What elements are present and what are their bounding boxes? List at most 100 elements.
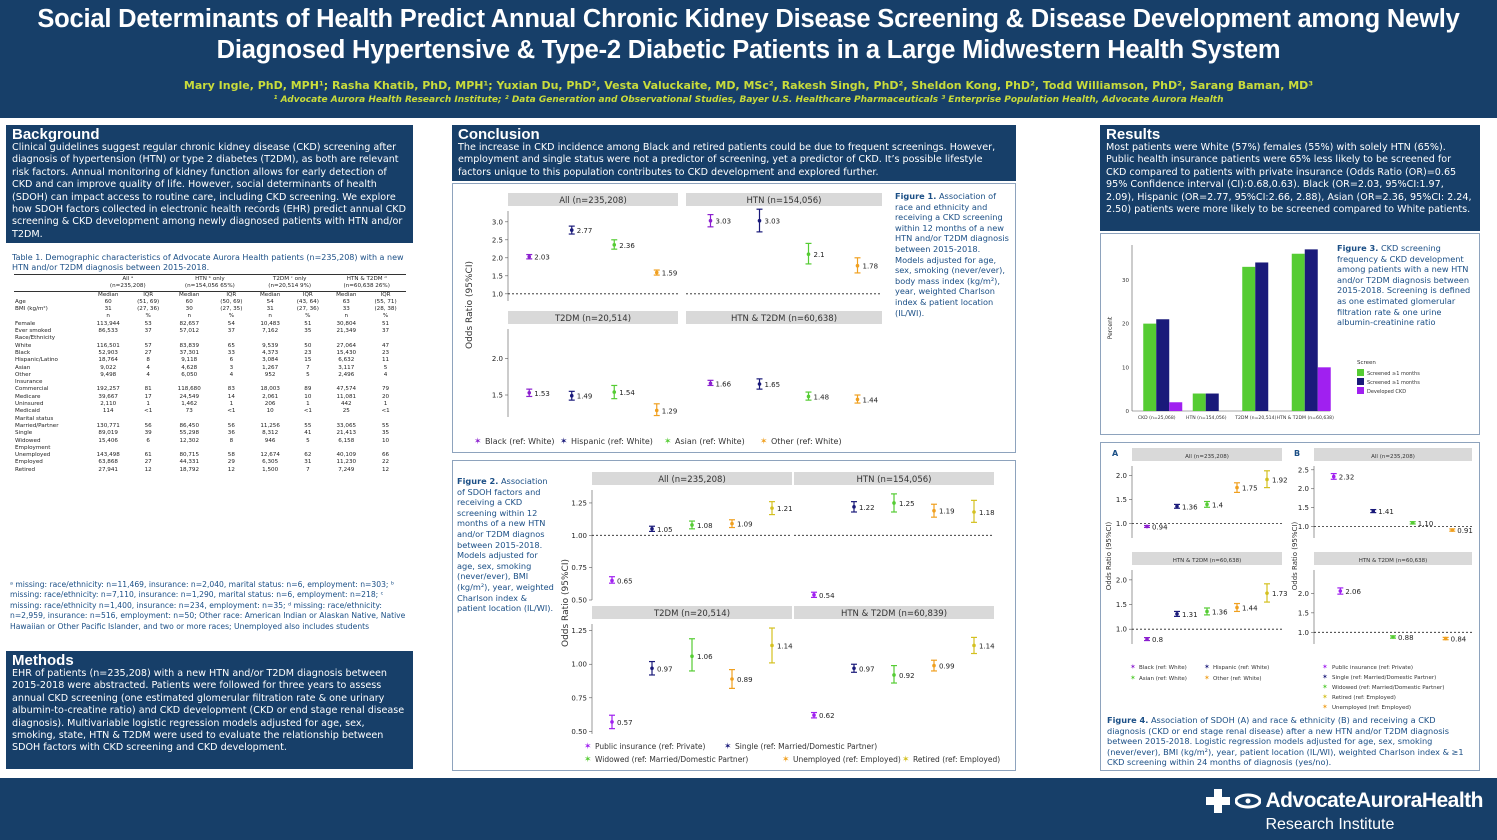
point-label: 1.78 — [863, 263, 879, 271]
point-marker — [569, 393, 574, 398]
table-cell: 52,903 — [98, 349, 118, 356]
legend-marker: ✶ — [1130, 674, 1136, 682]
data-point-asian: 1.36 — [1204, 607, 1228, 616]
y-tick-label: 1.5 — [492, 392, 503, 400]
table-row: Employed 63,868 27 44,331 29 6,305 31 11,230 22 — [14, 459, 406, 466]
point-label: 1.22 — [859, 504, 875, 512]
table-cell: 57 — [144, 342, 152, 349]
legend-marker: ✶ — [1322, 673, 1328, 681]
point-label: 1.44 — [863, 396, 879, 404]
table-cell: 8 — [229, 437, 234, 444]
table-cell: Employed — [15, 459, 43, 466]
table-cell: 9,498 — [100, 371, 117, 378]
table-cell: 15,430 — [336, 349, 357, 356]
point-label: 0.54 — [819, 592, 835, 600]
table-cell: 116,501 — [96, 342, 120, 349]
table-cell: 192,257 — [96, 386, 120, 393]
table-cell: 4 — [146, 364, 150, 371]
table-cell — [211, 445, 252, 452]
data-point-public: 0.57 — [609, 714, 633, 730]
data-point-black: 0.8 — [1144, 636, 1163, 644]
table-cell: 37 — [382, 328, 390, 335]
table-cell: (27, 36) — [137, 306, 160, 313]
table-row: Age 60 (51, 69) 60 (50, 69) 54 (43, 64) 63 (55, … — [14, 299, 406, 306]
table-cell: 3,084 — [262, 357, 279, 364]
legend-item: Black (ref: White) — [485, 437, 555, 446]
point-marker — [892, 501, 896, 505]
table-cell: 2,110 — [100, 401, 117, 408]
table-cell: 952 — [264, 371, 276, 378]
point-label: 0.97 — [859, 665, 875, 673]
data-point-unemployed: 0.91 — [1449, 527, 1473, 535]
table-cell: 51 — [304, 320, 312, 327]
point-marker — [1443, 636, 1448, 641]
table-cell — [129, 445, 168, 452]
figure3-caption-text: CKD screening frequency & CKD developmen… — [1337, 243, 1471, 328]
table-cell: 27 — [144, 459, 152, 466]
table-cell: 6,632 — [338, 357, 355, 364]
y-tick-label: 1.5 — [1298, 609, 1309, 617]
table-cell: % — [382, 313, 389, 320]
table-cell: Asian — [15, 364, 31, 371]
bar — [1317, 367, 1331, 411]
table-cell — [327, 445, 365, 452]
table-cell — [129, 416, 168, 423]
point-marker — [612, 243, 617, 247]
y-tick-label: 1.00 — [571, 532, 587, 540]
table-cell: 29 — [227, 459, 235, 466]
data-point-black: 1.53 — [526, 388, 550, 398]
table-cell: 18,003 — [260, 386, 280, 393]
table-cell: (43, 64) — [296, 298, 319, 305]
data-point-retired: 1.14 — [769, 627, 793, 664]
table-cell: 27,064 — [336, 342, 357, 349]
table-cell: <1 — [303, 408, 312, 415]
legend-marker: ✶ — [724, 742, 732, 752]
data-point-widowed: 1.06 — [689, 638, 713, 672]
table-cell: 21,349 — [336, 328, 357, 335]
table-cell: n — [344, 313, 349, 320]
point-marker — [757, 218, 762, 223]
table-cell: 113,944 — [96, 320, 120, 327]
data-point-black: 3.03 — [707, 214, 731, 228]
point-label: 1.10 — [1418, 520, 1434, 528]
table-group-header: All ᵃ — [122, 276, 134, 282]
y-tick-label: 3.0 — [492, 218, 503, 226]
table-cell: 6,158 — [338, 437, 355, 444]
figure4-caption-label: Figure 4. — [1107, 715, 1149, 725]
table-cell: Insurance — [15, 379, 43, 386]
table-cell: 4,373 — [262, 349, 279, 356]
point-marker — [892, 673, 896, 677]
table-cell — [168, 335, 211, 342]
table-group-header: T2DM ᶜ only — [272, 276, 307, 282]
legend-item: Hispanic (ref: White) — [571, 437, 653, 446]
legend-swatch — [1357, 369, 1364, 376]
y-tick-label: 1.0 — [1116, 626, 1127, 634]
table1-title: Table 1. Demographic characteristics of … — [12, 253, 404, 272]
point-marker — [972, 510, 976, 514]
legend-marker: ✶ — [902, 755, 910, 765]
data-point-unemployed: 1.09 — [729, 519, 753, 529]
table-cell: 89,019 — [98, 430, 118, 437]
conclusion-heading: Conclusion — [458, 126, 540, 143]
table-cell: Median — [336, 291, 357, 298]
table-cell: 2,496 — [338, 371, 355, 378]
table-cell: 442 — [340, 401, 352, 408]
table-row: Retired 27,941 12 18,792 12 1,500 7 7,249 12 — [14, 467, 406, 474]
conclusion-text: The increase in CKD incidence among Blac… — [458, 142, 996, 178]
legend-item: Unemployed (ref: Employed) — [793, 755, 901, 764]
point-marker — [812, 713, 816, 718]
point-label: 3.03 — [765, 218, 781, 226]
data-point-black: 1.66 — [707, 379, 732, 388]
data-point-retired: 1.21 — [769, 501, 793, 516]
legend-marker: ✶ — [584, 742, 592, 752]
data-point-asian: 1.4 — [1204, 500, 1224, 509]
table-row: Unemployed 143,498 61 80,715 58 12,674 62 40,10… — [14, 452, 406, 459]
table-cell: Medicaid — [15, 408, 40, 415]
data-point-single: 1.41 — [1370, 508, 1394, 516]
point-label: 0.94 — [1152, 523, 1168, 531]
table-row: Employment — [14, 445, 406, 452]
y-tick-label: 1.5 — [1298, 504, 1309, 512]
panel-title: T2DM (n=20,514) — [554, 314, 631, 324]
point-label: 1.65 — [765, 381, 781, 389]
table-row: Ever smoked 86,533 37 57,012 37 7,162 35 21,349… — [14, 328, 406, 335]
